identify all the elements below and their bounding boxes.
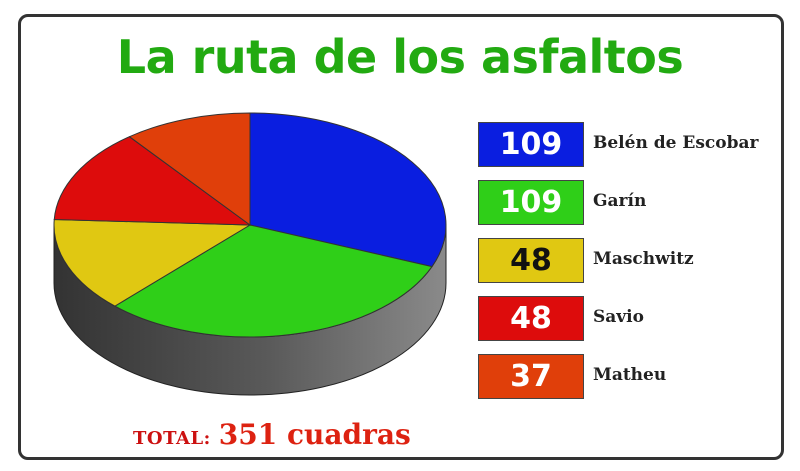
legend-value-box: 109 xyxy=(478,180,584,225)
pie-slice xyxy=(113,224,433,338)
legend-value-box: 109 xyxy=(478,122,584,167)
chart-title: La ruta de los asfaltos xyxy=(116,30,684,84)
pie-slice xyxy=(53,136,252,226)
legend-label: Belén de Escobar xyxy=(593,133,759,153)
legend-label: Maschwitz xyxy=(593,249,694,269)
pie-slice xyxy=(53,218,252,307)
legend-value-box: 37 xyxy=(478,354,584,399)
total-line: TOTAL: 351 cuadras xyxy=(133,418,411,451)
pie-chart xyxy=(53,112,447,396)
total-value: 351 cuadras xyxy=(218,418,411,451)
legend-label: Garín xyxy=(593,191,647,211)
pie-slice xyxy=(128,112,251,226)
legend-value-box: 48 xyxy=(478,238,584,283)
total-label: TOTAL: xyxy=(133,428,211,449)
pie-slice xyxy=(249,112,447,268)
legend-value-box: 48 xyxy=(478,296,584,341)
legend-label: Savio xyxy=(593,307,644,327)
legend-label: Matheu xyxy=(593,365,667,385)
